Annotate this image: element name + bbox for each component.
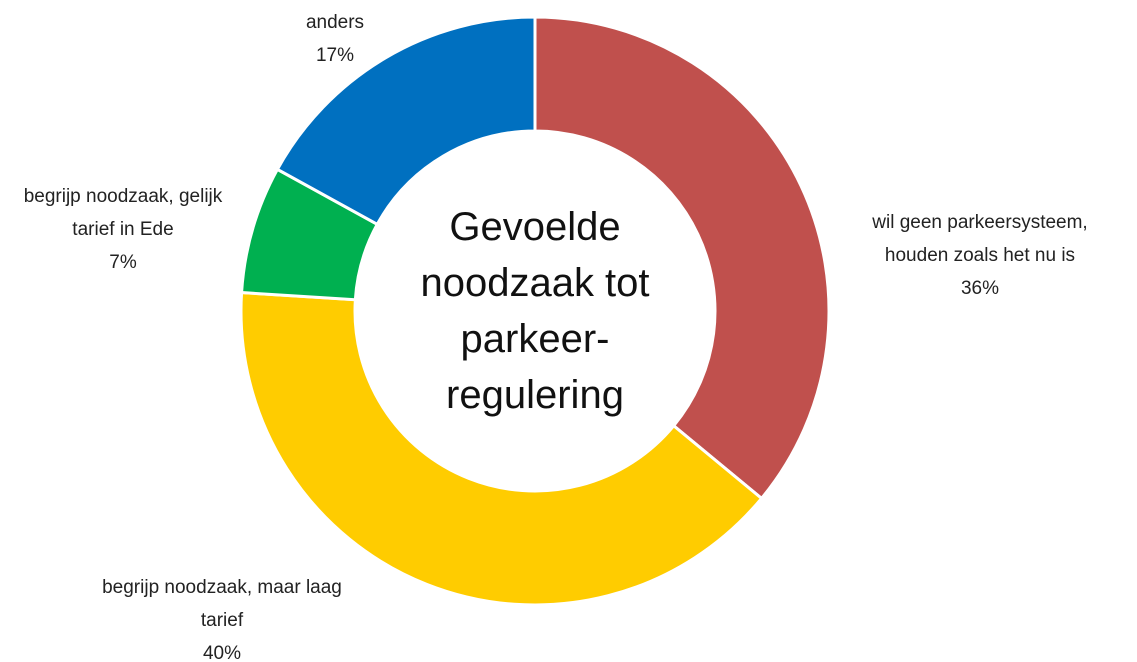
value-label: 36% (960, 278, 1000, 299)
donut-slice (533, 15, 831, 501)
value-label: 40% (202, 643, 242, 662)
category-label: begrijp noodzaak, maar laag tarief (102, 577, 342, 631)
chart-title: Gevoelde noodzaak tot parkeer-regulering (420, 205, 650, 417)
donut-slice (275, 15, 537, 227)
category-label: begrijp noodzaak, gelijk tarief in Ede (23, 186, 223, 240)
slice-label: anders 17% (235, 6, 435, 72)
value-label: 7% (109, 252, 137, 273)
value-label: 17% (315, 45, 355, 66)
category-label: wil geen parkeersysteem, houden zoals he… (872, 212, 1088, 266)
slice-label: wil geen parkeersysteem, houden zoals he… (845, 206, 1115, 305)
slice-label: begrijp noodzaak, maar laag tarief 40% (97, 571, 347, 662)
slice-label: begrijp noodzaak, gelijk tarief in Ede 7% (18, 180, 228, 279)
category-label: anders (305, 12, 365, 33)
donut-slice (239, 290, 764, 607)
